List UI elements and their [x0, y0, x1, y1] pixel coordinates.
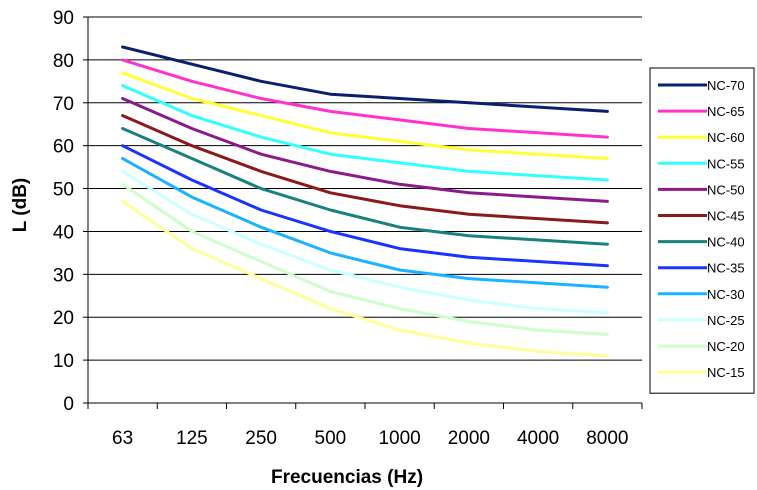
x-axis-title: Frecuencias (Hz) [271, 467, 423, 488]
series-line-nc-70 [121, 45, 609, 113]
x-tick-label: 500 [315, 428, 347, 449]
legend-label: NC-20 [707, 339, 745, 354]
legend-label: NC-30 [707, 287, 745, 302]
series-line-nc-15 [121, 199, 609, 358]
series-line-nc-40 [121, 127, 609, 246]
legend-label: NC-55 [707, 156, 745, 171]
x-tick-label: 2000 [448, 428, 490, 449]
series-line-nc-25 [121, 169, 609, 315]
legend-label: NC-45 [707, 209, 745, 224]
x-tick-labels: 63 125 250 500 1000 2000 4000 8000 [112, 428, 628, 449]
legend-label: NC-50 [707, 182, 745, 197]
x-tick-label: 1000 [378, 428, 420, 449]
y-tick-label: 40 [53, 222, 74, 243]
y-tick-label: 80 [53, 51, 74, 72]
legend-label: NC-60 [707, 130, 745, 145]
legend-label: NC-70 [707, 78, 745, 93]
legend-label: NC-35 [707, 261, 745, 276]
y-tick-label: 20 [53, 308, 74, 329]
y-tick-labels: 0 10 20 30 40 50 60 70 80 90 [53, 8, 74, 415]
y-tick-label: 30 [53, 265, 74, 286]
y-tick-label: 60 [53, 137, 74, 158]
legend-box [649, 67, 755, 394]
legend-label: NC-40 [707, 235, 745, 250]
y-axis-title: L (dB) [10, 178, 31, 233]
x-tick-label: 250 [245, 428, 277, 449]
series-line-nc-30 [121, 157, 609, 289]
legend: NC-70 NC-65 NC-60 NC-55 NC-50 NC-45 NC-40 NC-35… [649, 67, 755, 394]
series-line-nc-55 [121, 84, 609, 182]
legend-label: NC-15 [707, 365, 745, 380]
legend-label: NC-25 [707, 313, 745, 328]
series-line-nc-45 [121, 114, 609, 225]
grid-lines [88, 16, 642, 361]
x-tick-label: 8000 [586, 428, 628, 449]
y-tick-label: 50 [53, 180, 74, 201]
axes [83, 16, 643, 409]
legend-label: NC-65 [707, 104, 745, 119]
series-lines [121, 45, 609, 358]
series-line-nc-50 [121, 97, 609, 203]
x-tick-label: 4000 [517, 428, 559, 449]
y-tick-label: 70 [53, 94, 74, 115]
x-tick-label: 125 [176, 428, 208, 449]
y-tick-label: 0 [63, 394, 74, 415]
series-line-nc-65 [121, 58, 609, 139]
x-tick-label: 63 [112, 428, 133, 449]
y-tick-label: 90 [53, 8, 74, 29]
series-line-nc-20 [121, 182, 609, 336]
series-line-nc-35 [121, 144, 609, 268]
y-tick-label: 10 [53, 351, 74, 372]
series-line-nc-60 [121, 71, 609, 160]
